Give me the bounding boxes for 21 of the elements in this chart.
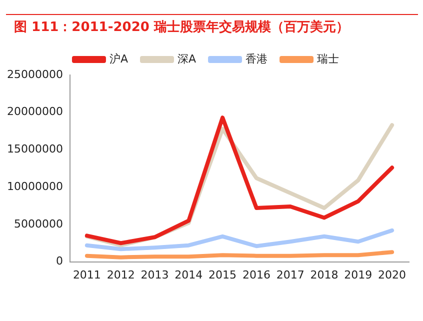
legend-label: 沪A bbox=[109, 52, 128, 66]
x-tick-label: 2017 bbox=[276, 268, 304, 282]
x-tick-label: 2018 bbox=[310, 268, 338, 282]
y-tick-label: 5000000 bbox=[14, 217, 63, 230]
x-tick-label: 2020 bbox=[378, 268, 406, 282]
x-tick-label: 2011 bbox=[72, 268, 101, 282]
y-tick-label: 10000000 bbox=[6, 180, 63, 193]
x-tick-label: 2016 bbox=[242, 268, 270, 282]
legend-label: 香港 bbox=[246, 52, 268, 66]
y-tick-label: 20000000 bbox=[6, 105, 63, 118]
legend-label: 深A bbox=[178, 52, 196, 66]
x-tick-label: 2015 bbox=[208, 268, 237, 282]
y-tick-label: 25000000 bbox=[6, 68, 63, 81]
x-tick-label: 2019 bbox=[344, 268, 372, 282]
legend-label: 瑞士 bbox=[317, 52, 340, 66]
x-tick-label: 2013 bbox=[140, 268, 169, 282]
x-tick-label: 2014 bbox=[174, 268, 203, 282]
chart-title: 图 111：2011-2020 瑞士股票年交易规模（百万美元） bbox=[14, 18, 349, 36]
y-tick-label: 15000000 bbox=[6, 142, 63, 156]
y-tick-label: 0 bbox=[56, 254, 63, 268]
x-tick-label: 2012 bbox=[106, 268, 135, 282]
